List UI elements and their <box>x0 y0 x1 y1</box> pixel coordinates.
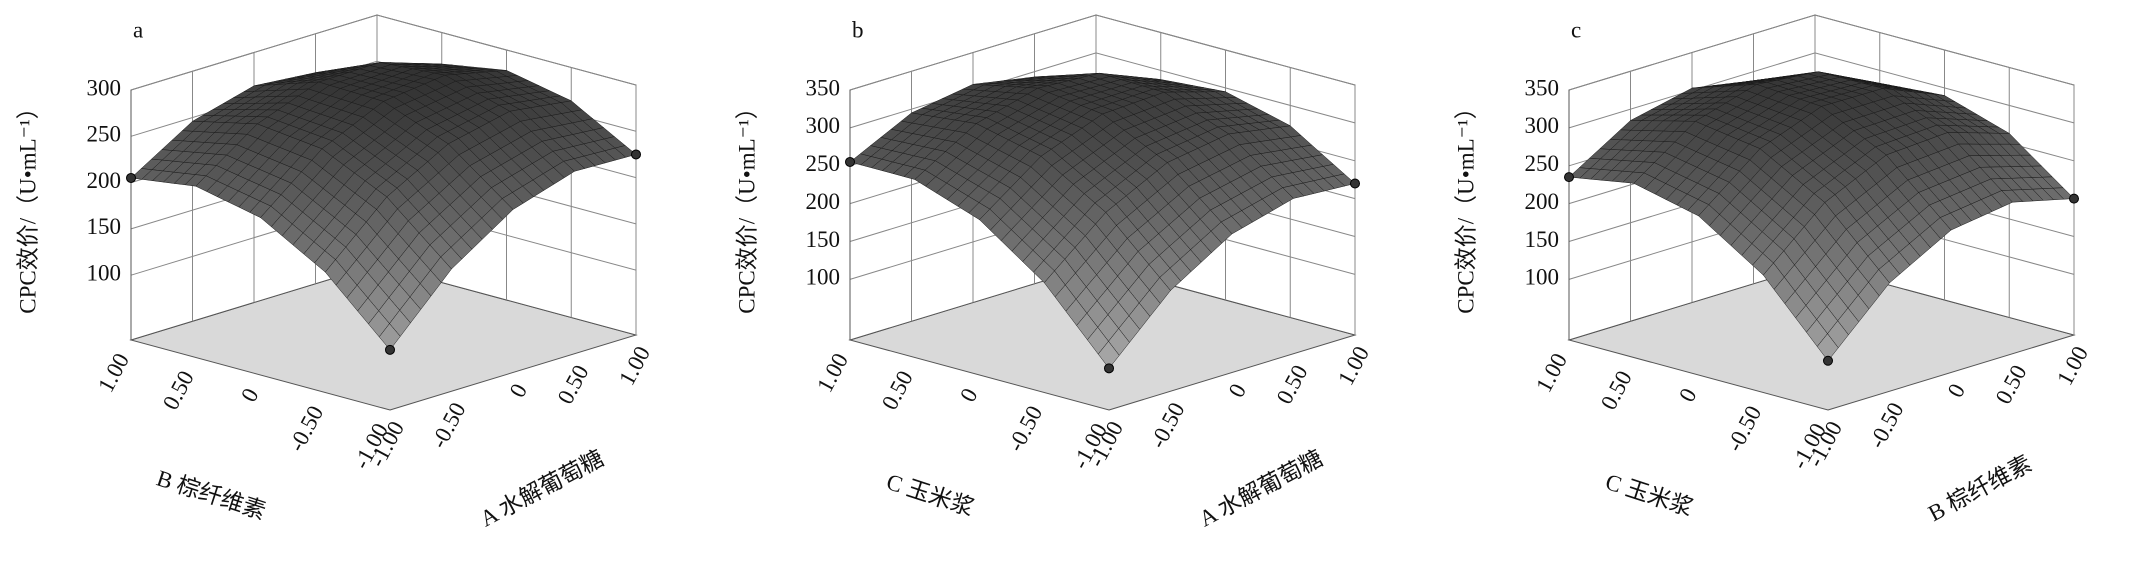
design-point <box>1104 363 1114 374</box>
y-axis-label: B 棕纤维素 <box>154 466 269 525</box>
y-tick-label: 0 <box>955 384 982 406</box>
z-axis-label: CPC效价/（U•mL⁻¹） <box>1453 96 1478 314</box>
x-axis-label: B 棕纤维素 <box>1924 451 2036 526</box>
z-tick-label: 200 <box>87 168 122 193</box>
x-tick-label: 0.50 <box>1991 361 2032 408</box>
z-tick-label: 350 <box>1525 75 1560 100</box>
panel-label: c <box>1571 17 1581 42</box>
design-point <box>1350 178 1360 189</box>
y-tick-label: 0 <box>236 384 263 406</box>
design-point <box>845 156 855 167</box>
design-point <box>1564 172 1574 183</box>
z-tick-label: 350 <box>806 75 841 100</box>
y-tick-label: 0 <box>1674 384 1701 406</box>
y-tick-label: 0.50 <box>1596 367 1637 414</box>
z-tick-label: 100 <box>806 265 841 290</box>
y-tick-label: 0.50 <box>158 367 199 414</box>
y-tick-label: 1.00 <box>1531 349 1572 396</box>
y-tick-label: -0.50 <box>1003 402 1048 456</box>
z-tick-label: 200 <box>806 189 841 214</box>
surface-facet <box>1097 340 1120 369</box>
y-tick-label: 1.00 <box>812 349 853 396</box>
z-tick-label: 250 <box>806 151 841 176</box>
z-axis-label: CPC效价/（U•mL⁻¹） <box>15 96 40 314</box>
x-tick-label: 0 <box>505 380 532 402</box>
y-tick-label: 0.50 <box>877 367 918 414</box>
x-tick-label: 0.50 <box>553 361 594 408</box>
x-tick-label: -0.50 <box>1145 398 1190 452</box>
z-tick-label: 300 <box>1525 113 1560 138</box>
design-point <box>2069 193 2079 204</box>
design-point <box>385 344 395 355</box>
x-tick-label: 1.00 <box>1333 342 1374 389</box>
x-tick-label: 0 <box>1224 380 1251 402</box>
x-axis-label: A 水解葡萄糖 <box>476 446 608 532</box>
x-tick-label: -0.50 <box>426 398 471 452</box>
x-tick-label: 0 <box>1943 380 1970 402</box>
surface-facet <box>1816 333 1839 362</box>
z-tick-label: 150 <box>1525 227 1560 252</box>
x-axis-label: A 水解葡萄糖 <box>1195 446 1327 532</box>
z-tick-label: 100 <box>1525 265 1560 290</box>
z-axis-label: CPC效价/（U•mL⁻¹） <box>734 96 759 314</box>
z-tick-label: 250 <box>1525 151 1560 176</box>
z-tick-label: 300 <box>806 113 841 138</box>
x-tick-label: 1.00 <box>2052 342 2093 389</box>
x-tick-label: 1.00 <box>614 342 655 389</box>
z-tick-label: 150 <box>87 214 122 239</box>
design-point <box>126 172 136 183</box>
y-axis-label: C 玉米浆 <box>1602 469 1695 521</box>
design-point <box>631 149 641 160</box>
z-tick-label: 200 <box>1525 189 1560 214</box>
y-tick-label: 1.00 <box>93 349 134 396</box>
y-tick-label: -0.50 <box>284 402 329 456</box>
y-axis-label: C 玉米浆 <box>883 469 976 521</box>
x-tick-label: -0.50 <box>1864 398 1909 452</box>
surface-facet <box>378 323 401 351</box>
y-tick-label: -0.50 <box>1722 402 1767 456</box>
z-tick-label: 150 <box>806 227 841 252</box>
x-tick-label: 0.50 <box>1272 361 1313 408</box>
z-tick-label: 300 <box>87 75 122 100</box>
z-tick-label: 250 <box>87 122 122 147</box>
panel-label: a <box>133 17 143 42</box>
panel-label: b <box>852 17 864 42</box>
z-tick-label: 100 <box>87 260 122 285</box>
design-point <box>1823 355 1833 366</box>
